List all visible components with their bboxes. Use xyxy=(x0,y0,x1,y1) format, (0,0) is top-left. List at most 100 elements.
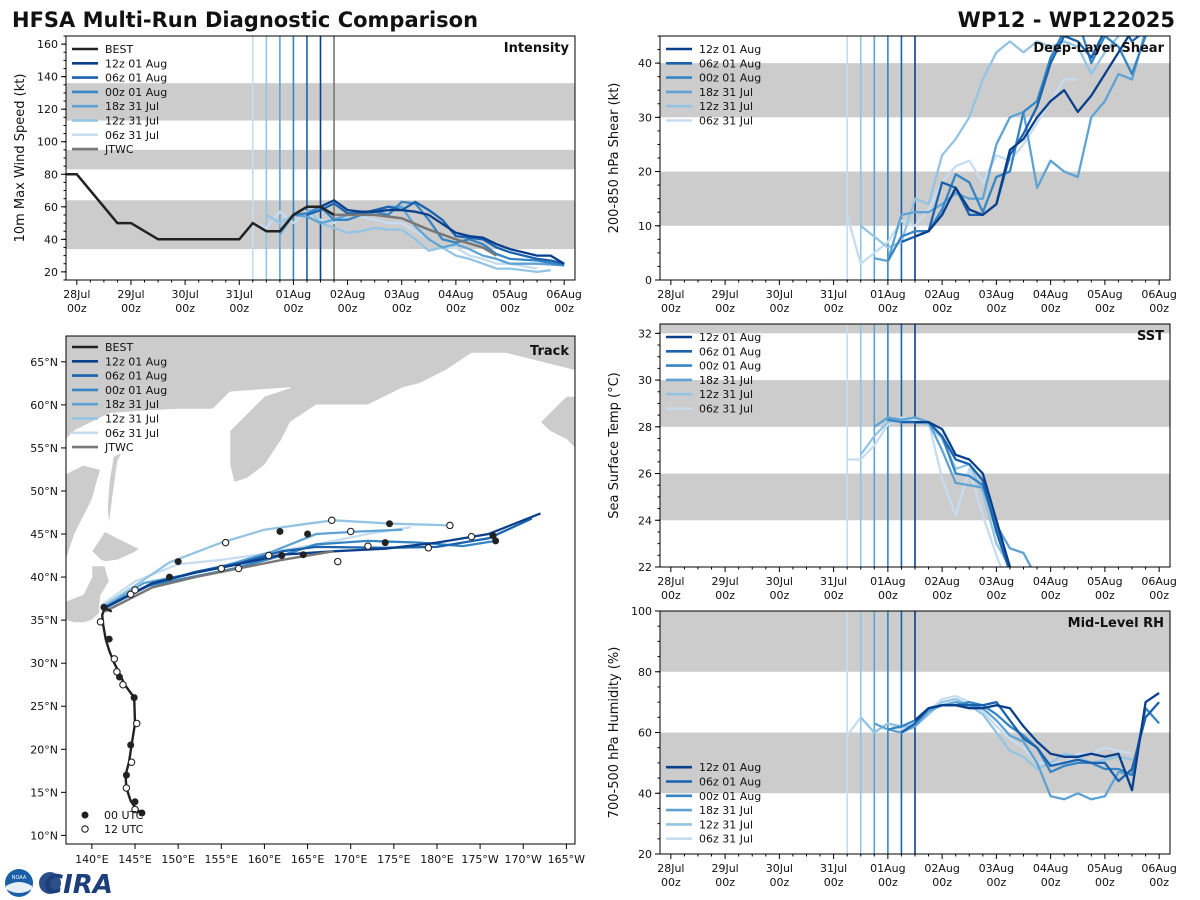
sst-xtick-label: 00z xyxy=(661,589,681,602)
sst-plot-area xyxy=(660,324,1170,567)
intensity-ylabel: 10m Max Wind Speed (kt) xyxy=(13,74,28,243)
track-jtwc-line xyxy=(104,550,334,613)
track-frame xyxy=(65,335,576,845)
track-xtick-label: 165°E xyxy=(291,853,324,866)
intensity-xtick-label: 02Aug xyxy=(330,288,365,301)
intensity-xtick-label: 28Jul xyxy=(63,288,90,301)
rh-xtick-label: 05Aug xyxy=(1087,862,1122,875)
track-marker-12utc xyxy=(122,784,131,792)
sst-ylabel: Sea Surface Temp (°C) xyxy=(607,372,622,519)
intensity-xtick-label: 29Jul xyxy=(117,288,144,301)
track-marker-00utc xyxy=(381,539,389,547)
sst-legend-label: 12z 31 Jul xyxy=(699,388,753,401)
sst-xtick-label: 02Aug xyxy=(924,575,959,588)
track-marker-12utc xyxy=(446,521,454,530)
track-marker-00utc xyxy=(299,551,307,559)
intensity-xtick-label: 00z xyxy=(67,302,87,315)
track-marker-12utc xyxy=(217,564,226,573)
track-ytick-label: 55°N xyxy=(30,442,58,455)
rh-xtick-label: 28Jul xyxy=(657,862,684,875)
shear-xtick-label: 04Aug xyxy=(1033,288,1068,301)
sst-xtick-label: 03Aug xyxy=(979,575,1014,588)
intensity-xtick-label: 00z xyxy=(229,302,249,315)
shear-xtick-label: 28Jul xyxy=(657,288,684,301)
track-panel-title: Track xyxy=(530,344,569,359)
shear-series-1 xyxy=(900,36,1141,244)
track-legend-12utc-label: 12 UTC xyxy=(104,823,144,836)
rh-panel: 2040608010028Jul00z29Jul00z30Jul00z31Jul… xyxy=(607,605,1177,889)
shear-ytick-label: 40 xyxy=(638,57,652,70)
rh-ytick-label: 20 xyxy=(638,848,652,861)
rh-xtick-label: 04Aug xyxy=(1033,862,1068,875)
rh-xtick-label: 06Aug xyxy=(1141,862,1176,875)
track-marker-00utc xyxy=(130,694,138,702)
track-series-4 xyxy=(102,519,450,608)
shear-legend-label: 12z 31 Jul xyxy=(699,100,753,113)
intensity-legend-label: 12z 01 Aug xyxy=(105,57,167,70)
shear-legend-label: 12z 01 Aug xyxy=(699,43,761,56)
rh-series-3 xyxy=(873,700,1133,801)
track-marker-00utc xyxy=(489,532,497,540)
rh-legend-label: 06z 31 Jul xyxy=(699,833,753,846)
track-plot-area xyxy=(66,336,575,817)
track-marker-12utc xyxy=(131,586,139,594)
track-series-0 xyxy=(105,512,541,609)
intensity-xtick-label: 01Aug xyxy=(276,288,311,301)
intensity-series-3 xyxy=(278,205,565,267)
intensity-ytick-label: 160 xyxy=(37,38,58,51)
sst-legend-label: 06z 01 Aug xyxy=(699,345,761,358)
sst-legend-label: 18z 31 Jul xyxy=(699,374,753,387)
track-legend-label: JTWC xyxy=(104,441,134,454)
track-ytick-label: 20°N xyxy=(30,743,58,756)
sst-xtick-label: 29Jul xyxy=(711,575,738,588)
track-xtick-label: 170°W xyxy=(505,853,542,866)
track-marker-00utc xyxy=(492,537,500,545)
sst-xtick-label: 00z xyxy=(715,589,735,602)
sst-series-0 xyxy=(915,420,1012,567)
intensity-ytick-label: 20 xyxy=(44,266,58,279)
intensity-xtick-label: 30Jul xyxy=(171,288,198,301)
track-xtick-label: 175°E xyxy=(377,853,410,866)
intensity-legend-label: JTWC xyxy=(104,143,134,156)
intensity-series-1 xyxy=(306,200,565,265)
sst-xtick-label: 28Jul xyxy=(657,575,684,588)
intensity-legend-label: 00z 01 Aug xyxy=(105,86,167,99)
rh-xtick-label: 00z xyxy=(1095,876,1115,889)
track-ytick-label: 65°N xyxy=(30,356,58,369)
shear-panel-title: Deep-Layer Shear xyxy=(1033,41,1164,56)
shear-xtick-label: 00z xyxy=(1095,302,1115,315)
shear-series-4 xyxy=(859,36,1121,249)
sst-xtick-label: 00z xyxy=(824,589,844,602)
track-xtick-label: 155°E xyxy=(205,853,238,866)
shear-ytick-label: 0 xyxy=(645,274,652,287)
sst-legend-label: 00z 01 Aug xyxy=(699,360,761,373)
shear-xtick-label: 06Aug xyxy=(1141,288,1176,301)
rh-xtick-label: 03Aug xyxy=(979,862,1014,875)
track-ytick-label: 45°N xyxy=(30,528,58,541)
track-ytick-label: 15°N xyxy=(30,786,58,799)
shear-series-0 xyxy=(914,36,1130,238)
shear-series-5 xyxy=(846,78,1078,265)
intensity-ytick-label: 80 xyxy=(44,168,58,181)
track-ytick-label: 30°N xyxy=(30,657,58,670)
track-legend-label: 06z 01 Aug xyxy=(105,370,167,383)
sst-ytick-label: 22 xyxy=(638,561,652,574)
sst-xtick-label: 00z xyxy=(769,589,789,602)
track-marker-12utc xyxy=(119,680,127,689)
intensity-xtick-label: 00z xyxy=(338,302,358,315)
rh-legend-label: 00z 01 Aug xyxy=(699,790,761,803)
track-marker-00utc xyxy=(127,741,135,749)
shear-xtick-label: 31Jul xyxy=(820,288,847,301)
shear-ytick-label: 20 xyxy=(638,166,652,179)
track-legend-label: 00z 01 Aug xyxy=(105,384,167,397)
track-marker-12utc xyxy=(132,719,141,728)
track-series-5 xyxy=(101,525,412,606)
sst-xtick-label: 04Aug xyxy=(1033,575,1068,588)
intensity-xtick-label: 00z xyxy=(500,302,520,315)
track-legend-00utc-marker xyxy=(81,811,89,819)
cira-globe-icon xyxy=(39,872,61,894)
rh-ytick-label: 40 xyxy=(638,787,652,800)
rh-ytick-label: 80 xyxy=(638,666,652,679)
intensity-xtick-label: 00z xyxy=(392,302,412,315)
intensity-xtick-label: 00z xyxy=(175,302,195,315)
